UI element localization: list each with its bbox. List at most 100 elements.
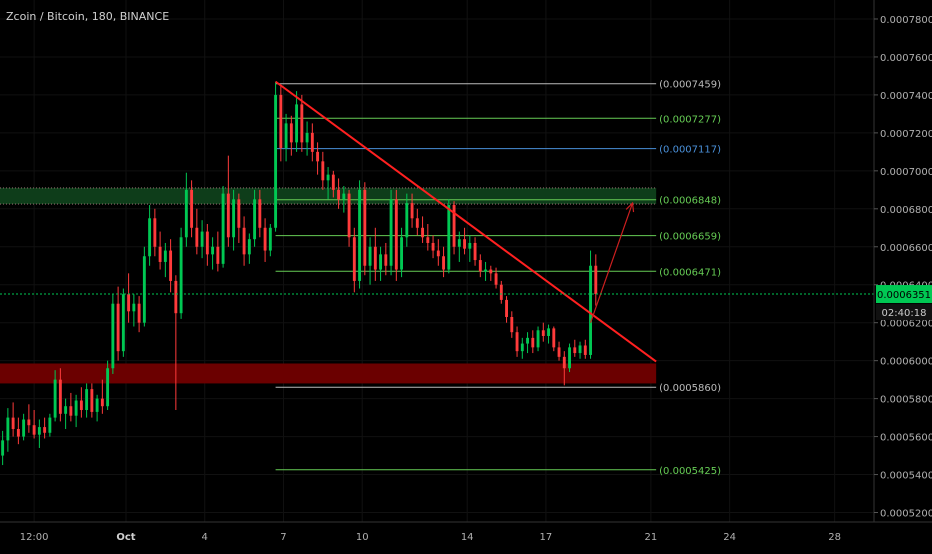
candle-body [43,427,47,433]
candle [64,398,68,429]
candle [421,216,425,243]
projection-arrow[interactable] [589,202,634,323]
candle-body [447,205,451,270]
candle-body [247,239,251,255]
candle [352,227,356,293]
candle-body [137,303,141,323]
candle [16,417,20,445]
candle [284,113,288,162]
candle-body [326,174,330,181]
candle-body [158,246,162,262]
candle-body [389,199,393,266]
candle-body [358,189,362,281]
candle [568,343,571,373]
candle [242,216,246,266]
candle [226,155,230,247]
candle-body [37,427,41,435]
candle [337,178,341,209]
candle [169,239,173,293]
candle [436,239,440,266]
candle-body [263,227,267,251]
candle [232,189,236,251]
current-price-label: 0.0006351 [877,290,931,301]
candle-body [505,299,508,317]
candle-body [237,199,241,228]
candle [53,370,57,422]
candle-body [284,123,288,149]
candle [27,404,31,433]
candle-body [127,294,131,312]
candle [279,85,283,162]
candle-body [48,417,52,433]
candle [384,242,388,276]
candle-body [64,406,68,414]
candle [547,324,550,344]
candle [43,417,47,439]
time-tick-label: 4 [202,532,208,543]
price-tick-label: 0.0005600 [880,433,932,444]
candle [174,275,178,411]
candle-body [232,199,236,238]
candle [578,341,582,359]
candle [184,172,188,247]
candle-body [363,189,367,266]
candle [153,208,157,257]
candle-body [305,132,309,143]
candle-body [589,265,592,355]
candle [132,294,136,327]
candle-body [473,242,477,261]
time-tick-label: 17 [540,532,553,543]
candle [589,250,592,359]
support-zone [0,363,657,384]
candle-body [289,123,293,143]
candle-body [132,303,136,312]
candle [368,237,372,285]
candle-body [347,193,351,238]
candle-body [58,379,62,414]
chart-title: Zcoin / Bitcoin, 180, BINANCE [6,10,169,23]
time-axis[interactable]: 12:00 Oct 4 7 10 14 17 21 24 28 [20,532,841,543]
candle-body [310,132,314,152]
time-tick-label: Oct [116,532,135,543]
candle-body [368,246,372,266]
candle [562,351,566,386]
candle [237,193,241,243]
candle-body [415,218,419,228]
fib-level-label: (0.0007117) [659,145,721,156]
candle-body [562,356,566,369]
candle-body [452,205,456,247]
fib-level-label: (0.0007277) [659,114,721,125]
candle [111,294,115,374]
candle [473,237,477,266]
candle-body [463,239,467,249]
candle-body [457,239,461,247]
price-tick-label: 0.0007600 [880,53,932,64]
price-tick-label: 0.0007800 [880,15,932,26]
candle [431,235,435,259]
candle [48,413,52,437]
candle [258,189,262,238]
candle-body [11,417,15,429]
candle-body [79,400,83,411]
candle-body [489,269,493,274]
candle [158,231,162,270]
candle [400,227,404,278]
candle [58,368,62,422]
candle-body [184,189,188,238]
candle-body [578,345,582,354]
drawings [274,80,657,363]
candle [121,288,125,357]
candle [379,246,383,281]
price-tick-label: 0.0005200 [880,509,932,520]
candle [179,227,183,319]
candle [389,189,393,276]
candle-body [384,254,388,266]
candle-body [16,428,20,437]
candle-body [174,280,178,314]
candle [394,189,398,281]
candle [478,254,482,278]
candle [363,182,367,276]
